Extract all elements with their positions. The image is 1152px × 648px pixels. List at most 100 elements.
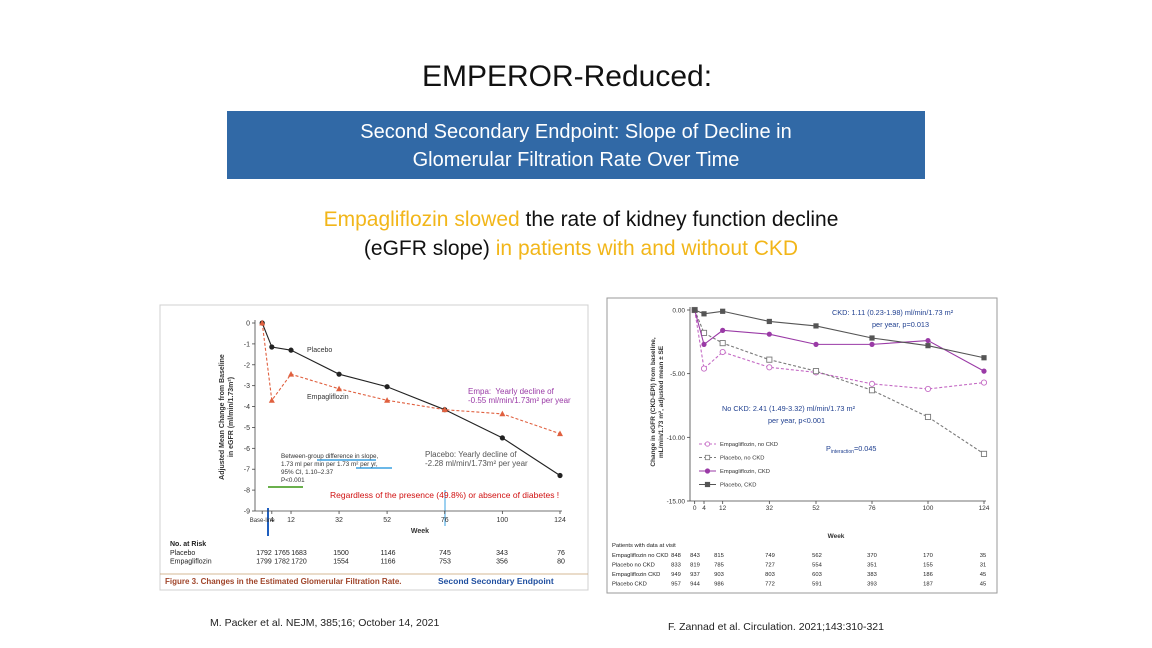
point bbox=[813, 323, 819, 329]
table-cell: 343 bbox=[496, 550, 508, 557]
legend-label: Placebo, no CKD bbox=[720, 456, 764, 462]
table-title: Patients with data at visit bbox=[612, 543, 676, 549]
table-cell: 1765 bbox=[274, 550, 290, 557]
point bbox=[499, 435, 505, 441]
y-tick-label: -9 bbox=[244, 509, 250, 516]
series-line bbox=[694, 309, 985, 359]
table-cell: 957 bbox=[671, 582, 681, 588]
subtitle-part: in patients with and without CKD bbox=[496, 237, 798, 260]
y-axis-label: mL/min/1.73 m², adjusted mean ± SE bbox=[658, 345, 665, 458]
x-tick-label: 12 bbox=[719, 505, 727, 512]
legend-label: Empagliflozin, CKD bbox=[720, 469, 770, 475]
table-cell: 603 bbox=[812, 572, 822, 578]
point bbox=[557, 472, 563, 479]
legend-marker bbox=[704, 441, 711, 447]
point bbox=[336, 371, 342, 377]
x-tick-label: 32 bbox=[766, 505, 774, 512]
table-cell: 554 bbox=[812, 563, 822, 569]
point bbox=[720, 308, 726, 314]
point bbox=[269, 344, 275, 350]
y-tick-label: -10.00 bbox=[667, 435, 686, 442]
series-label: Empagliflozin bbox=[307, 394, 349, 401]
table-cell: 76 bbox=[557, 550, 565, 557]
table-cell: 772 bbox=[765, 582, 775, 588]
x-tick-label: 4 bbox=[702, 505, 706, 512]
y-tick-label: -3 bbox=[244, 383, 250, 390]
point bbox=[268, 397, 275, 403]
legend-label: Placebo, CKD bbox=[720, 483, 756, 489]
table-row-name: Placebo CKD bbox=[612, 582, 647, 588]
point bbox=[499, 410, 506, 417]
point bbox=[288, 370, 295, 377]
y-tick-label: -15.00 bbox=[667, 499, 686, 506]
table-cell: 1146 bbox=[380, 550, 395, 557]
table-cell: 356 bbox=[496, 559, 508, 566]
point bbox=[336, 385, 343, 392]
x-tick-label: 76 bbox=[441, 517, 449, 524]
point bbox=[869, 341, 875, 347]
point bbox=[384, 397, 391, 403]
point bbox=[766, 356, 773, 363]
x-tick-label: 32 bbox=[335, 517, 343, 524]
annotation: Between-group difference in slope, bbox=[281, 453, 378, 460]
point bbox=[766, 364, 773, 371]
x-tick-label: 124 bbox=[554, 517, 566, 524]
y-axis-label: Adjusted Mean Change from Baseline bbox=[219, 354, 226, 480]
slide-title: EMPEROR-Reduced: bbox=[422, 60, 712, 93]
table-cell: 155 bbox=[923, 563, 933, 569]
point bbox=[720, 327, 726, 333]
table-cell: 815 bbox=[714, 553, 724, 559]
annotation-part: interaction bbox=[831, 449, 854, 455]
banner-line: Glomerular Filtration Rate Over Time bbox=[413, 149, 740, 171]
table-cell: 351 bbox=[867, 563, 877, 569]
table-cell: 562 bbox=[812, 553, 822, 559]
citation: M. Packer et al. NEJM, 385;16; October 1… bbox=[210, 617, 440, 629]
x-tick-label: 52 bbox=[812, 505, 820, 512]
point bbox=[980, 450, 988, 457]
y-tick-label: -1 bbox=[244, 341, 250, 348]
y-tick-label: -5.00 bbox=[670, 371, 685, 378]
series-line bbox=[694, 309, 985, 390]
x-axis-label: Week bbox=[411, 528, 429, 535]
point bbox=[557, 430, 563, 437]
table-cell: 45 bbox=[980, 582, 986, 588]
legend-marker bbox=[704, 481, 711, 488]
point bbox=[924, 413, 932, 421]
y-tick-label: 0 bbox=[246, 321, 250, 328]
table-cell: 1554 bbox=[333, 559, 349, 566]
y-tick-label: -8 bbox=[244, 488, 250, 495]
table-cell: 1500 bbox=[333, 550, 349, 557]
point bbox=[692, 307, 698, 313]
y-tick-label: -5 bbox=[244, 425, 250, 432]
annotation: -2.28 ml/min/1.73m² per year bbox=[425, 459, 528, 468]
point bbox=[925, 343, 931, 349]
table-cell: 937 bbox=[690, 572, 700, 578]
annotation: per year, p<0.001 bbox=[768, 416, 825, 425]
table-cell: 785 bbox=[714, 563, 724, 569]
table-row-name: Empagliflozin bbox=[170, 559, 212, 566]
point bbox=[924, 385, 932, 392]
point bbox=[766, 331, 772, 337]
y-tick-label: -7 bbox=[244, 467, 250, 474]
table-cell: 1720 bbox=[291, 559, 307, 566]
point bbox=[700, 329, 708, 336]
table-row-name: Empagliflozin CKD bbox=[612, 572, 660, 578]
point bbox=[980, 379, 988, 386]
table-cell: 370 bbox=[867, 553, 877, 559]
legend-marker bbox=[704, 454, 711, 461]
x-axis-label: Week bbox=[828, 533, 845, 540]
series-line bbox=[261, 322, 561, 476]
point bbox=[981, 368, 987, 374]
table-cell: 819 bbox=[690, 563, 700, 569]
annotation: P<0.001 bbox=[281, 477, 305, 484]
table-cell: 591 bbox=[812, 582, 822, 588]
y-tick-label: -6 bbox=[244, 446, 250, 453]
point bbox=[813, 341, 819, 347]
subtitle-line: Empagliflozin slowed the rate of kidney … bbox=[324, 208, 839, 231]
table-cell: 903 bbox=[714, 572, 724, 578]
subtitle-part: (eGFR slope) bbox=[364, 237, 496, 260]
table-cell: 383 bbox=[867, 572, 877, 578]
table-cell: 1683 bbox=[291, 550, 307, 557]
point bbox=[700, 365, 708, 372]
series-line bbox=[694, 309, 985, 372]
